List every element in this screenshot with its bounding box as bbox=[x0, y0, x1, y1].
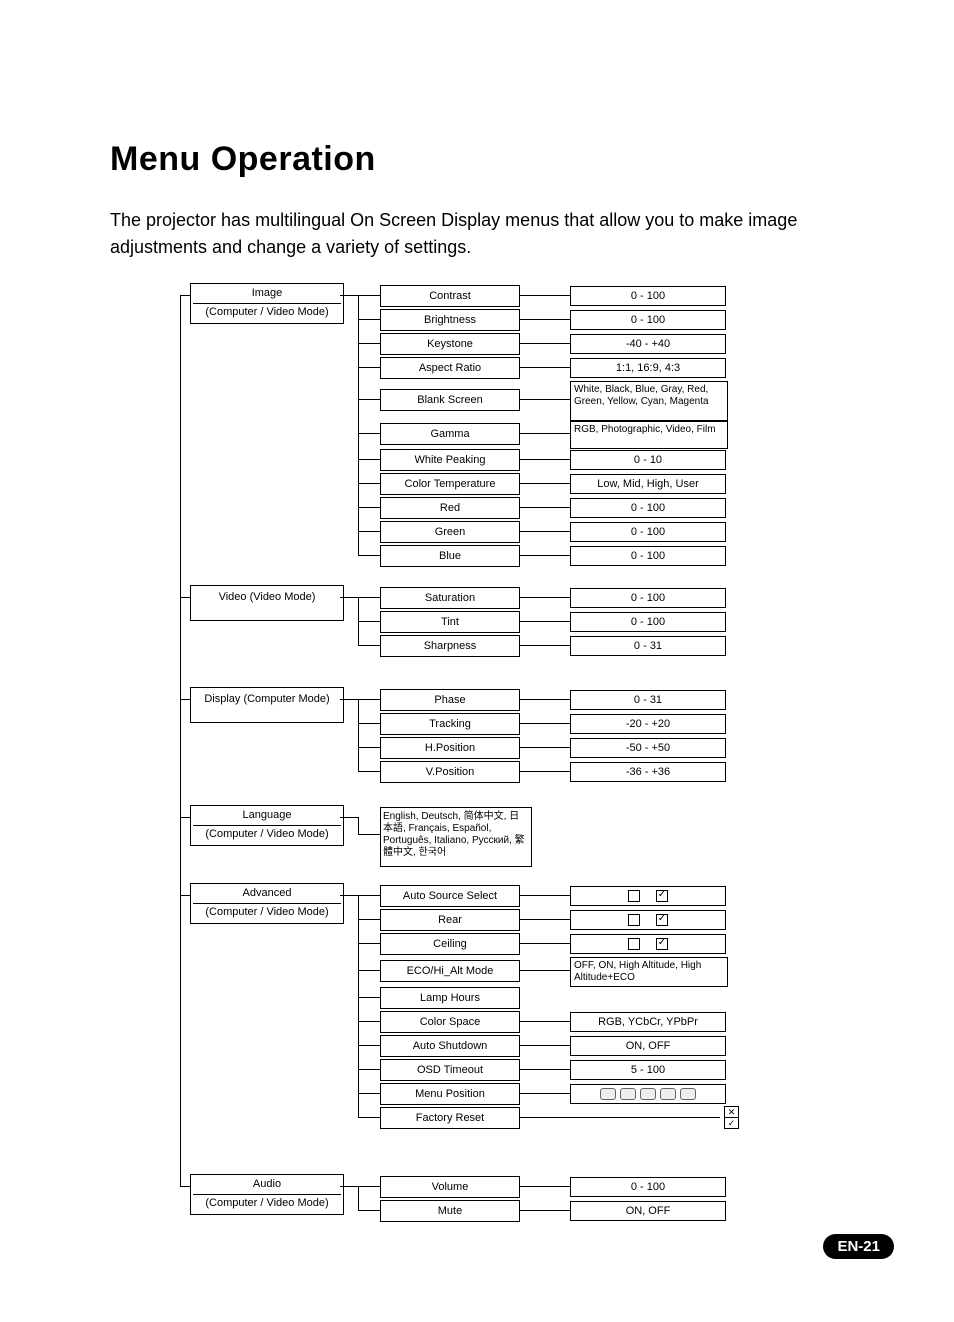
menu-value: 0 - 100 bbox=[570, 588, 726, 608]
menu-item: Factory Reset bbox=[380, 1107, 520, 1129]
menu-item: Brightness bbox=[380, 309, 520, 331]
menu-item: Color Temperature bbox=[380, 473, 520, 495]
page-title: Menu Operation bbox=[110, 140, 894, 179]
menu-item: Gamma bbox=[380, 423, 520, 445]
checkbox-unchecked-icon bbox=[628, 890, 640, 902]
intro-text: The projector has multilingual On Screen… bbox=[110, 207, 894, 261]
checkbox-checked-icon bbox=[656, 938, 668, 950]
menu-item: Auto Shutdown bbox=[380, 1035, 520, 1057]
menu-tree: Image (Computer / Video Mode) Contrast 0 - … bbox=[180, 283, 894, 1262]
menu-item: Mute bbox=[380, 1200, 520, 1222]
category-box: Audio (Computer / Video Mode) bbox=[190, 1174, 344, 1215]
menu-value: 0 - 100 bbox=[570, 498, 726, 518]
menu-item: OSD Timeout bbox=[380, 1059, 520, 1081]
position-icon bbox=[640, 1088, 656, 1100]
menu-value: 0 - 10 bbox=[570, 450, 726, 470]
category-subtitle: (Computer / Video Mode) bbox=[205, 306, 328, 318]
menu-item: White Peaking bbox=[380, 449, 520, 471]
category-box: Advanced (Computer / Video Mode) bbox=[190, 883, 344, 924]
category-title: Language bbox=[193, 809, 341, 826]
category-title: Advanced bbox=[193, 887, 341, 904]
menu-value bbox=[570, 1084, 726, 1104]
menu-value bbox=[570, 910, 726, 930]
menu-value: 0 - 100 bbox=[570, 1177, 726, 1197]
category-box: Video (Video Mode) bbox=[190, 585, 344, 621]
menu-value: 5 - 100 bbox=[570, 1060, 726, 1080]
checkbox-unchecked-icon bbox=[628, 938, 640, 950]
menu-item: Aspect Ratio bbox=[380, 357, 520, 379]
menu-value: Low, Mid, High, User bbox=[570, 474, 726, 494]
menu-item: Blank Screen bbox=[380, 389, 520, 411]
category-title: Audio bbox=[193, 1178, 341, 1195]
menu-value: 0 - 100 bbox=[570, 310, 726, 330]
category-title: Image bbox=[193, 287, 341, 304]
menu-item: Menu Position bbox=[380, 1083, 520, 1105]
menu-item: ECO/Hi_Alt Mode bbox=[380, 960, 520, 982]
menu-item: Color Space bbox=[380, 1011, 520, 1033]
menu-item: Rear bbox=[380, 909, 520, 931]
menu-value: RGB, YCbCr, YPbPr bbox=[570, 1012, 726, 1032]
checkbox-checked-icon bbox=[656, 890, 668, 902]
category-box: Image (Computer / Video Mode) bbox=[190, 283, 344, 324]
menu-item: Keystone bbox=[380, 333, 520, 355]
menu-item: Blue bbox=[380, 545, 520, 567]
menu-value: -20 - +20 bbox=[570, 714, 726, 734]
menu-item: Tint bbox=[380, 611, 520, 633]
menu-item: Phase bbox=[380, 689, 520, 711]
category-subtitle: (Computer / Video Mode) bbox=[205, 828, 328, 840]
menu-value: RGB, Photographic, Video, Film bbox=[570, 421, 728, 449]
menu-item: Green bbox=[380, 521, 520, 543]
checkbox-checked-icon bbox=[656, 914, 668, 926]
menu-value bbox=[570, 886, 726, 906]
reset-icon bbox=[724, 1106, 738, 1128]
menu-item: H.Position bbox=[380, 737, 520, 759]
menu-item: Contrast bbox=[380, 285, 520, 307]
menu-value: 0 - 100 bbox=[570, 546, 726, 566]
menu-value: 1:1, 16:9, 4:3 bbox=[570, 358, 726, 378]
menu-item: Sharpness bbox=[380, 635, 520, 657]
menu-item: English, Deutsch, 简体中文, 日本語, Français, E… bbox=[380, 807, 532, 867]
menu-item: Lamp Hours bbox=[380, 987, 520, 1009]
menu-value: ON, OFF bbox=[570, 1036, 726, 1056]
menu-value: -50 - +50 bbox=[570, 738, 726, 758]
page-number: EN-21 bbox=[823, 1234, 894, 1259]
menu-value: 0 - 100 bbox=[570, 286, 726, 306]
menu-value: 0 - 31 bbox=[570, 636, 726, 656]
menu-item: Saturation bbox=[380, 587, 520, 609]
menu-value: ON, OFF bbox=[570, 1201, 726, 1221]
category-subtitle: (Computer / Video Mode) bbox=[205, 1197, 328, 1209]
position-icon bbox=[600, 1088, 616, 1100]
category-box: Language (Computer / Video Mode) bbox=[190, 805, 344, 846]
menu-value: 0 - 31 bbox=[570, 690, 726, 710]
checkbox-unchecked-icon bbox=[628, 914, 640, 926]
category-box: Display (Computer Mode) bbox=[190, 687, 344, 723]
menu-value bbox=[570, 934, 726, 954]
position-icon bbox=[620, 1088, 636, 1100]
menu-item: Auto Source Select bbox=[380, 885, 520, 907]
position-icon bbox=[660, 1088, 676, 1100]
menu-item: Tracking bbox=[380, 713, 520, 735]
category-subtitle: (Computer / Video Mode) bbox=[205, 906, 328, 918]
menu-value: White, Black, Blue, Gray, Red, Green, Ye… bbox=[570, 381, 728, 421]
menu-value: 0 - 100 bbox=[570, 612, 726, 632]
menu-item: Volume bbox=[380, 1176, 520, 1198]
position-icon bbox=[680, 1088, 696, 1100]
menu-value: -36 - +36 bbox=[570, 762, 726, 782]
menu-item: Ceiling bbox=[380, 933, 520, 955]
menu-value: -40 - +40 bbox=[570, 334, 726, 354]
menu-item: V.Position bbox=[380, 761, 520, 783]
menu-item: Red bbox=[380, 497, 520, 519]
menu-value: 0 - 100 bbox=[570, 522, 726, 542]
menu-value: OFF, ON, High Altitude, High Altitude+EC… bbox=[570, 957, 728, 987]
